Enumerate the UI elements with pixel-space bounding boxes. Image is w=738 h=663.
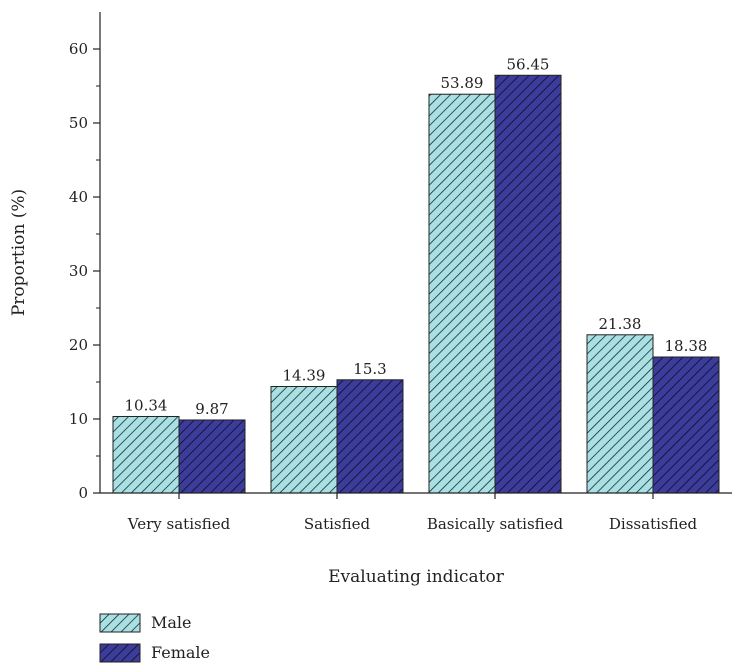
bars-layer: [112, 74, 720, 494]
legend-label-female: Female: [151, 643, 210, 662]
x-axis-label: Evaluating indicator: [328, 567, 505, 587]
legend-swatch-male: [99, 613, 141, 633]
value-label: 21.38: [599, 315, 642, 333]
value-label: 9.87: [195, 400, 228, 418]
bar-male-2: [270, 386, 338, 494]
value-label: 53.89: [441, 74, 484, 92]
y-tick-label: 40: [69, 188, 88, 206]
legend: Male Female: [99, 613, 210, 663]
legend-swatch-female: [99, 643, 141, 663]
value-label: 18.38: [665, 337, 708, 355]
y-axis-label: Proportion (%): [9, 189, 29, 316]
bar-female-3: [494, 74, 562, 494]
x-tick-label: Dissatisfied: [609, 515, 698, 533]
y-tick-label: 50: [69, 114, 88, 132]
bar-female-2: [336, 379, 404, 494]
y-tick-label: 10: [69, 410, 88, 428]
x-tick-label: Basically satisfied: [427, 515, 564, 533]
y-tick-label: 30: [69, 262, 88, 280]
x-tick-label: Satisfied: [304, 515, 371, 533]
value-label: 15.3: [353, 360, 386, 378]
x-ticks-layer: Very satisfied Satisfied Basically satisfi…: [127, 493, 698, 533]
y-ticks-layer: 0 10 20 30 40 50 60: [69, 40, 100, 502]
value-label: 14.39: [283, 367, 326, 385]
value-label: 56.45: [507, 55, 550, 73]
bar-male-3: [428, 93, 496, 494]
bar-female-4: [652, 356, 720, 494]
value-label: 10.34: [125, 396, 168, 414]
y-tick-label: 60: [69, 40, 88, 58]
bar-male-4: [586, 334, 654, 494]
legend-label-male: Male: [151, 613, 192, 632]
bar-male-1: [112, 415, 180, 494]
y-tick-label: 20: [69, 336, 88, 354]
x-tick-label: Very satisfied: [127, 515, 231, 533]
y-tick-label: 0: [78, 484, 88, 502]
value-labels-layer: 10.34 9.87 14.39 15.3 53.89 56.45 21.38 18.38: [125, 55, 708, 418]
bar-female-1: [178, 419, 246, 494]
axes-layer: [99, 12, 732, 494]
